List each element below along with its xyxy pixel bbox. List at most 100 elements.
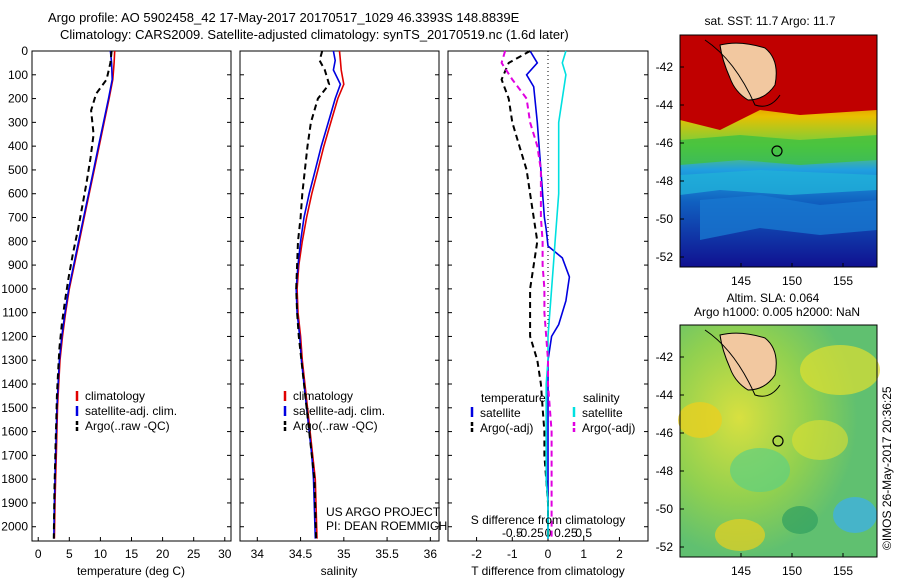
tasmania-shape-1: [719, 42, 777, 101]
y-tick-label: 1200: [1, 329, 28, 343]
y-tick-label: 200: [8, 92, 28, 106]
map-lon-tick: 155: [833, 274, 853, 288]
y-tick-label: 1800: [1, 472, 28, 486]
y-tick-label: 500: [8, 163, 28, 177]
y-tick-label: 0: [21, 44, 28, 58]
map-lat-tick: -48: [656, 464, 674, 478]
map-lat-tick: -46: [656, 426, 674, 440]
series-line-climatology: [296, 50, 345, 539]
sst-map: [680, 35, 877, 267]
series-line-satellite-s-: [545, 50, 567, 539]
argo-location-marker-1: [771, 145, 783, 157]
x-tick-label: 36: [424, 547, 438, 561]
s-diff-tick-label: -0.25: [516, 526, 544, 540]
y-tick-label: 1700: [1, 448, 28, 462]
x-tick-label: 2: [616, 547, 623, 561]
s-diff-tick-label: -0.5: [502, 526, 523, 540]
legend-label: climatology: [293, 389, 353, 403]
legend-title-temperature: temperature: [481, 391, 546, 405]
x-tick-label: 0: [545, 547, 552, 561]
title-line-2: Climatology: CARS2009. Satellite-adjuste…: [60, 27, 569, 42]
map-lat-tick: -52: [656, 540, 674, 554]
x-tick-label: 35.5: [375, 547, 399, 561]
map-lat-tick: -52: [656, 250, 674, 264]
map-lon-tick: 145: [731, 564, 751, 578]
x-tick-label: 25: [187, 547, 201, 561]
argo-location-marker-2: [772, 435, 784, 447]
y-tick-label: 700: [8, 211, 28, 225]
salinity-panel: [239, 50, 440, 542]
map-lat-tick: -44: [656, 388, 674, 402]
x-tick-label: 5: [66, 547, 73, 561]
s-diff-tick-label: 0.25: [554, 526, 578, 540]
map-lon-tick: 150: [782, 564, 802, 578]
y-tick-label: 1400: [1, 377, 28, 391]
x-tick-label: 30: [218, 547, 232, 561]
series-line-argo-raw-qc-: [52, 50, 113, 539]
series-line-satellite-adj-clim-: [295, 50, 342, 539]
y-tick-label: 900: [8, 258, 28, 272]
x-tick-label: -2: [471, 547, 482, 561]
y-tick-label: 1000: [1, 282, 28, 296]
map-lon-tick: 145: [731, 274, 751, 288]
map-lat-tick: -50: [656, 502, 674, 516]
legend-label: Argo(..raw -QC): [85, 419, 170, 433]
salinity-xlabel: salinity: [321, 564, 358, 578]
x-tick-label: 34.5: [289, 547, 313, 561]
y-tick-label: 600: [8, 187, 28, 201]
legend-label: Argo(..raw -QC): [293, 419, 378, 433]
y-tick-label: 1500: [1, 401, 28, 415]
x-tick-label: 1: [580, 547, 587, 561]
title-line-1: Argo profile: AO 5902458_42 17-May-2017 …: [48, 10, 520, 25]
y-tick-label: 300: [8, 115, 28, 129]
sst-map-title: sat. SST: 11.7 Argo: 11.7: [705, 14, 836, 28]
map-lat-tick: -48: [656, 174, 674, 188]
s-diff-tick-label: 0.5: [575, 526, 592, 540]
legend-label: Argo(-adj): [480, 421, 533, 435]
temperature-panel: [31, 50, 232, 542]
map-lat-tick: -46: [656, 136, 674, 150]
sla-map-title-1: Altim. SLA: 0.064: [727, 291, 820, 305]
legend-label: satellite-adj. clim.: [85, 404, 177, 418]
map-lat-tick: -42: [656, 350, 674, 364]
y-tick-label: 800: [8, 234, 28, 248]
x-tick-label: 0: [35, 547, 42, 561]
series-line-satellite-t-: [525, 50, 571, 539]
legend-label: satellite: [480, 406, 521, 420]
y-tick-label: 1100: [2, 306, 28, 320]
legend-label: satellite-adj. clim.: [293, 404, 385, 418]
map-lat-tick: -44: [656, 98, 674, 112]
legend-title-salinity: salinity: [583, 391, 620, 405]
t-diff-xlabel: T difference from climatology: [471, 564, 625, 578]
sla-map: [678, 325, 880, 557]
series-line-argo-adj-t-: [500, 50, 549, 539]
y-tick-label: 1600: [1, 425, 28, 439]
temperature-xlabel: temperature (deg C): [77, 564, 185, 578]
map-lat-tick: -42: [656, 60, 674, 74]
map-lon-tick: 150: [782, 274, 802, 288]
x-tick-label: 15: [125, 547, 139, 561]
legend-label: Argo(-adj): [582, 421, 635, 435]
y-tick-label: 100: [8, 68, 28, 82]
legend-label: satellite: [582, 406, 623, 420]
s-diff-xlabel: S difference from climatology: [471, 513, 626, 527]
y-tick-label: 2000: [1, 520, 28, 534]
x-tick-label: 20: [156, 547, 170, 561]
imos-timestamp: ©IMOS 26-May-2017 20:36:25: [880, 386, 894, 550]
series-line-argo-raw-qc-: [295, 50, 331, 539]
series-line-argo-adj-s-: [500, 50, 553, 539]
tasmania-shape-2: [719, 332, 777, 391]
map-lon-tick: 155: [833, 564, 853, 578]
y-tick-label: 400: [8, 139, 28, 153]
y-tick-label: 1300: [1, 353, 28, 367]
x-tick-label: 35: [337, 547, 351, 561]
x-tick-label: -1: [507, 547, 518, 561]
x-tick-label: 10: [94, 547, 108, 561]
sla-map-title-2: Argo h1000: 0.005 h2000: NaN: [694, 305, 860, 319]
x-tick-label: 34: [251, 547, 265, 561]
project-note: US ARGO PROJECT: [326, 505, 441, 519]
y-tick-label: 1900: [1, 496, 28, 510]
map-lat-tick: -50: [656, 212, 674, 226]
legend-label: climatology: [85, 389, 145, 403]
